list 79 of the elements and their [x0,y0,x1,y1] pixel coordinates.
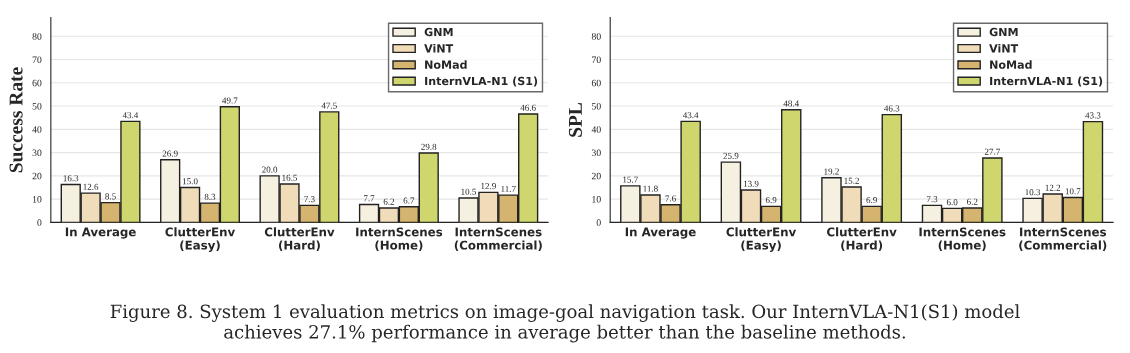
y-tick-label: 70 [592,56,601,63]
y-tick-label: 60 [591,79,601,87]
data-label: 46.3 [884,105,900,112]
y-tick-label: 0 [596,219,601,226]
x-tick-label: InternScenes (Commercial) [1019,227,1107,251]
data-label: 11.8 [643,185,658,192]
legend-label: InternVLA-N1 (S1) [425,76,538,87]
data-label: 6.2 [383,198,395,205]
data-label: 6.0 [946,199,958,206]
data-label: 46.6 [520,104,536,111]
x-tick-label: InternScenes (Home) [919,227,1006,251]
y-tick-label: 20 [32,172,42,180]
data-label: 12.6 [83,183,99,190]
y-tick-label: 10 [592,196,601,203]
y-tick-label: 40 [32,126,42,133]
data-label: 10.7 [1065,188,1081,195]
y-tick-label: 10 [32,196,42,203]
data-label: 16.5 [282,174,298,181]
x-tick-label: InternScenes (Commercial) [454,227,542,251]
data-label: 8.3 [204,193,216,200]
y-axis-title: Success Rate [9,67,23,173]
legend-label: NoMad [990,60,1032,69]
x-tick-label: In Average [65,227,136,239]
data-label: 6.2 [967,198,978,205]
caption: Figure 8. System 1 evaluation metrics on image-goal navigation task. Our InternVLA-N1(S1) model achieves 27.1% performance in average better than the baseline methods. [110,304,1020,343]
y-axis-title: SPL [568,103,582,137]
data-label: 26.9 [162,150,178,157]
data-label: 7.7 [364,195,375,202]
y-tick-label: 40 [591,126,601,133]
x-tick-label: In Average [625,227,696,239]
data-label: 6.9 [765,197,777,204]
y-tick-label: 0 [37,219,42,226]
data-label: 7.6 [665,195,676,202]
y-tick-label: 60 [32,79,42,87]
legend-label: ViNT [424,43,454,53]
legend-label: InternVLA-N1 (S1) [990,76,1103,87]
y-tick-label: 20 [591,172,601,180]
x-tick-label: InternScenes (Home) [356,227,443,251]
x-tick-label: ClutterEnv (Easy) [165,227,236,252]
data-label: 25.9 [723,152,739,159]
data-label: 48.4 [783,100,799,107]
data-label: 12.2 [1045,184,1061,191]
data-label: 49.7 [222,97,238,104]
data-label: 15.0 [182,178,198,185]
legend-label: GNM [989,27,1018,37]
data-label: 15.7 [623,176,638,183]
data-label: 10.3 [1025,189,1041,196]
x-tick-label: ClutterEnv (Hard) [264,227,335,251]
data-label: 7.3 [926,196,938,203]
y-tick-label: 80 [32,33,42,40]
data-label: 43.3 [1085,112,1101,119]
data-label: 16.3 [63,175,79,182]
data-label: 27.7 [984,148,1001,155]
y-tick-label: 50 [592,102,601,110]
y-tick-label: 50 [32,102,42,110]
data-label: 15.2 [844,177,859,184]
data-label: 8.5 [105,193,116,200]
data-label: 13.9 [743,180,759,187]
data-label: 43.4 [122,112,139,119]
data-label: 43.4 [682,112,699,119]
data-label: 6.9 [866,197,877,204]
data-label: 10.5 [461,188,477,195]
x-tick-label: ClutterEnv (Hard) [827,227,897,251]
data-label: 20.0 [262,166,278,173]
data-label: 11.7 [501,185,516,192]
legend-label: ViNT [989,43,1019,53]
legend-label: GNM [424,27,453,37]
y-tick-label: 30 [32,149,42,157]
data-label: 19.2 [824,168,839,175]
legend-label: NoMad [425,60,467,69]
x-tick-label: ClutterEnv (Easy) [726,227,797,252]
y-tick-label: 80 [591,33,601,40]
data-label: 7.3 [304,196,315,203]
data-label: 47.5 [321,102,337,109]
data-label: 12.9 [481,183,496,190]
y-tick-label: 30 [591,149,601,157]
data-label: 29.8 [421,143,437,150]
y-tick-label: 70 [32,56,42,63]
data-label: 6.7 [403,197,415,204]
